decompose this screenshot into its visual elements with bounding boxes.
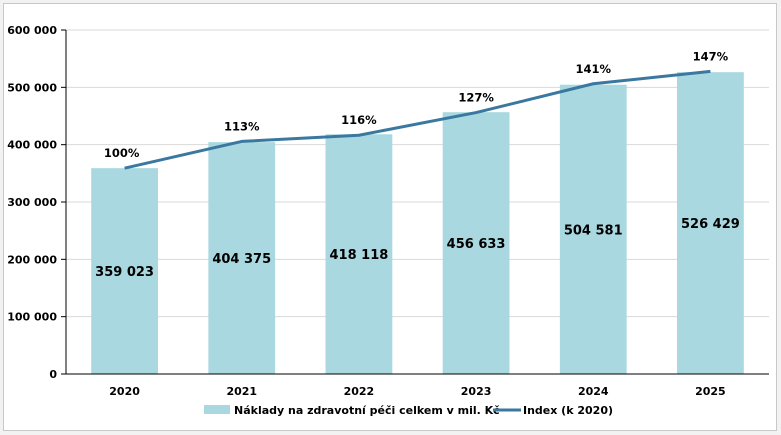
index-line bbox=[124, 69, 711, 170]
bar-data-label: 456 633 bbox=[447, 237, 506, 252]
x-tick-label: 2023 bbox=[461, 385, 492, 398]
y-tick-label: 0 bbox=[49, 368, 57, 381]
label-layer: 359 023 404 375 418 118 456 633 504 581 526 4… bbox=[95, 49, 740, 280]
legend-label-line: Index (k 2020) bbox=[523, 404, 613, 417]
bar bbox=[677, 72, 744, 374]
y-tick-label: 600 000 bbox=[7, 24, 57, 37]
bar bbox=[208, 142, 276, 374]
bar bbox=[91, 168, 158, 374]
y-tick-label: 100 000 bbox=[7, 311, 57, 324]
legend-swatch-bars bbox=[204, 405, 230, 414]
y-tick-label: 500 000 bbox=[7, 81, 57, 94]
bar-data-label: 418 118 bbox=[330, 248, 389, 263]
x-tick-label: 2024 bbox=[578, 385, 609, 398]
grid-layer bbox=[66, 29, 769, 318]
x-tick-label: 2025 bbox=[695, 385, 726, 398]
y-tick-label: 300 000 bbox=[7, 196, 57, 209]
index-data-label: 147% bbox=[693, 49, 729, 63]
bar-data-label: 504 581 bbox=[564, 223, 623, 238]
bar bbox=[559, 84, 627, 374]
x-tick-label: 2021 bbox=[226, 385, 257, 398]
line-layer bbox=[124, 69, 711, 170]
index-data-label: 100% bbox=[104, 146, 140, 160]
bar-data-label: 359 023 bbox=[95, 265, 154, 280]
index-data-label: 113% bbox=[224, 119, 260, 133]
y-tick-label: 200 000 bbox=[7, 253, 57, 266]
bar bbox=[325, 134, 393, 374]
bar-data-label: 404 375 bbox=[212, 252, 271, 267]
index-data-label: 141% bbox=[575, 62, 611, 76]
x-tick-label: 2022 bbox=[344, 385, 375, 398]
axis-layer: 0 100 000 200 000 300 000 400 000 500 000 600 … bbox=[7, 24, 769, 398]
index-data-label: 127% bbox=[458, 91, 494, 105]
index-data-label: 116% bbox=[341, 113, 377, 127]
legend-layer: Náklady na zdravotní péči celkem v mil. … bbox=[204, 404, 613, 417]
bar-layer bbox=[91, 72, 744, 374]
bar bbox=[442, 112, 510, 374]
x-tick-label: 2020 bbox=[109, 385, 140, 398]
bar-data-label: 526 429 bbox=[681, 217, 740, 232]
legend-label-bars: Náklady na zdravotní péči celkem v mil. … bbox=[234, 404, 500, 417]
y-tick-label: 400 000 bbox=[7, 139, 57, 152]
